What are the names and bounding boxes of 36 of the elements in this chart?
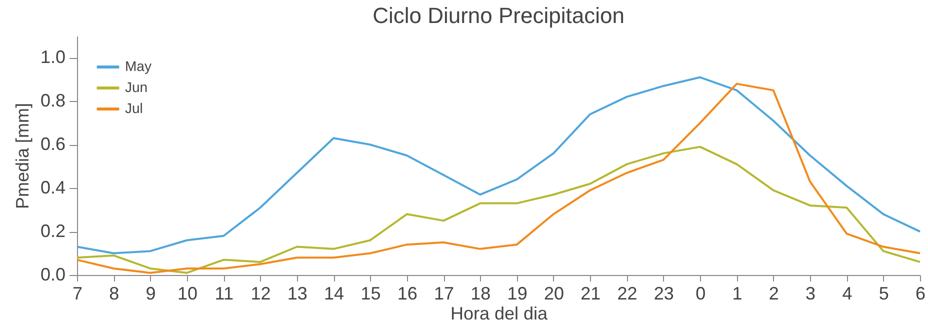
y-tick-label: 0.8 xyxy=(40,90,66,111)
x-axis-title: Hora del dia xyxy=(450,304,549,324)
chart-title: Ciclo Diurno Precipitacion xyxy=(372,3,624,28)
y-tick-label: 0.0 xyxy=(40,264,66,284)
x-tick-label: 0 xyxy=(696,284,706,304)
y-tick-label: 1.0 xyxy=(40,47,66,68)
x-tick-label: 5 xyxy=(878,284,889,304)
legend-label: Jul xyxy=(125,100,143,116)
x-tick-label: 16 xyxy=(397,284,418,304)
legend-label: May xyxy=(125,58,152,74)
x-tick-label: 4 xyxy=(842,284,852,304)
legend-label: Jun xyxy=(125,79,148,95)
x-tick-label: 6 xyxy=(915,284,926,304)
x-tick-label: 19 xyxy=(507,284,528,304)
x-tick-label: 11 xyxy=(214,284,234,304)
x-tick-label: 12 xyxy=(250,284,271,304)
x-tick-label: 20 xyxy=(544,284,564,304)
x-tick-label: 15 xyxy=(360,284,381,304)
x-tick-label: 23 xyxy=(654,284,674,304)
x-tick-label: 8 xyxy=(109,284,120,304)
x-tick-label: 3 xyxy=(806,284,816,304)
x-tick-label: 13 xyxy=(287,284,308,304)
x-tick-label: 14 xyxy=(324,284,344,304)
x-tick-label: 2 xyxy=(768,284,779,304)
x-tick-label: 17 xyxy=(434,284,454,304)
y-tick-label: 0.6 xyxy=(40,134,66,154)
x-tick-label: 21 xyxy=(580,284,601,304)
y-tick-label: 0.4 xyxy=(40,178,66,198)
y-axis-title: Pmedia [mm] xyxy=(12,102,32,210)
x-tick-label: 18 xyxy=(470,284,491,304)
x-tick-label: 1 xyxy=(732,284,742,304)
x-tick-label: 22 xyxy=(617,284,638,304)
x-tick-label: 9 xyxy=(146,284,156,304)
x-tick-label: 10 xyxy=(177,284,198,304)
x-tick-label: 7 xyxy=(72,284,83,304)
y-tick-label: 0.2 xyxy=(40,221,66,242)
